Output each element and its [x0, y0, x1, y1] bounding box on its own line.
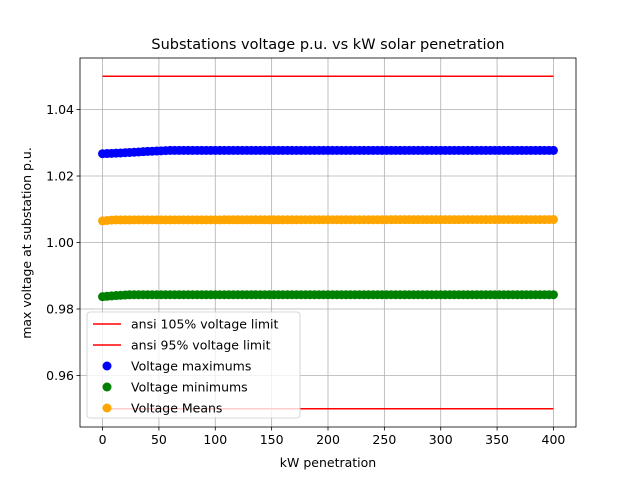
voltage-maximums-series	[98, 145, 558, 159]
voltage-means-point	[548, 215, 558, 225]
legend-label: Voltage Means	[131, 401, 222, 416]
x-tick-label: 0	[99, 432, 107, 447]
legend-entry-voltage-means: Voltage Means	[102, 401, 222, 416]
legend-label: ansi 105% voltage limit	[131, 317, 279, 332]
x-tick-label: 200	[316, 432, 340, 447]
legend-label: Voltage maximums	[131, 359, 251, 374]
x-tick-label: 400	[542, 432, 566, 447]
x-tick-label: 350	[485, 432, 509, 447]
legend-entry-ansi-105: ansi 105% voltage limit	[93, 317, 279, 332]
legend-box	[86, 311, 301, 419]
y-tick-label: 0.98	[46, 301, 74, 316]
axes-frame	[79, 57, 577, 428]
voltage-minimums-series	[98, 290, 558, 302]
x-tick-label: 300	[429, 432, 453, 447]
voltage-means-series	[98, 215, 558, 226]
voltage-minimums-point	[548, 290, 558, 300]
chart-title: Substations voltage p.u. vs kW solar pen…	[151, 37, 504, 53]
legend: ansi 105% voltage limit ansi 95% voltage …	[86, 311, 301, 419]
legend-entry-ansi-95: ansi 95% voltage limit	[93, 338, 271, 353]
x-tick-label: 100	[203, 432, 227, 447]
legend-dot-marker	[102, 403, 112, 413]
x-tick-label: 50	[151, 432, 167, 447]
legend-dot-marker	[102, 382, 112, 392]
x-tick-label: 150	[260, 432, 284, 447]
voltage-maximums-point	[548, 145, 558, 155]
x-tick-label: 250	[372, 432, 396, 447]
legend-label: Voltage minimums	[131, 380, 248, 395]
plot-area	[98, 75, 558, 410]
y-tick-label: 1.04	[46, 102, 74, 117]
x-axis-label: kW penetration	[280, 455, 376, 470]
y-axis-label: max voltage at substation p.u.	[19, 147, 34, 339]
y-tick-label: 0.96	[46, 368, 74, 383]
legend-dot-marker	[102, 361, 112, 371]
y-tick-label: 1.00	[46, 235, 74, 250]
grid-lines	[80, 58, 576, 427]
legend-entry-voltage-minimums: Voltage minimums	[102, 380, 248, 395]
axis-ticks: 0 50 100 150 200 250 300 350 400 0.96 0.98 1.00 1.02…	[46, 102, 565, 447]
legend-label: ansi 95% voltage limit	[131, 338, 271, 353]
y-tick-label: 1.02	[46, 169, 74, 184]
legend-entry-voltage-maximums: Voltage maximums	[102, 359, 251, 374]
